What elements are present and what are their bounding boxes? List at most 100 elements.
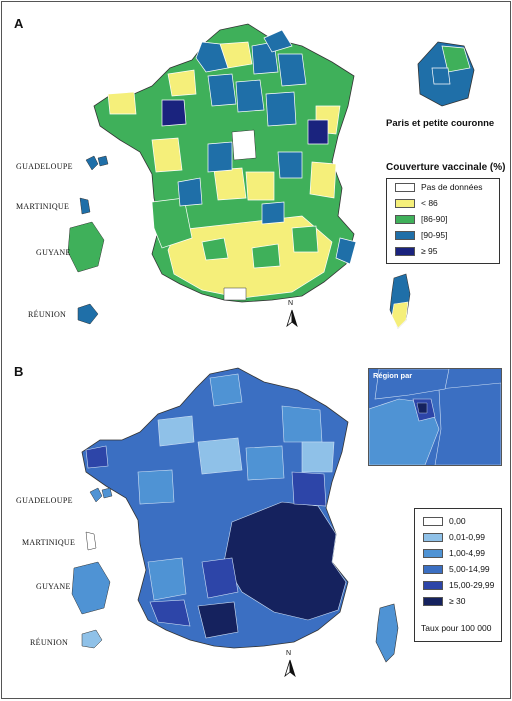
panel-b-region-light-ne <box>301 441 335 473</box>
panel-a-legend-item: [86-90] <box>387 211 499 227</box>
legend-label: 0,00 <box>449 516 466 526</box>
legend-label: [90-95] <box>421 230 448 240</box>
panel-b-region-brittany-dark <box>85 445 109 469</box>
legend-swatch <box>395 230 415 240</box>
panel-a-region-center-yellow <box>213 167 247 201</box>
panel-a-region-blue-12 <box>263 29 293 53</box>
panel-b-label-guyane: GUYANE <box>36 582 71 591</box>
panel-a-region-blue-8 <box>177 177 203 207</box>
legend-swatch <box>395 182 415 192</box>
panel-b-region-light-center2 <box>245 445 285 481</box>
panel-b-legend-item: ≥ 30 <box>415 593 501 609</box>
panel-a-region-south-green-2 <box>251 243 281 269</box>
panel-a-region-brittany-yellow <box>107 91 137 115</box>
panel-b-region-light-west <box>137 469 175 505</box>
panel-a-label-guyane: GUYANE <box>36 248 71 257</box>
panel-b-region-dark-sw <box>197 601 239 639</box>
panel-a-region-normandy-yellow <box>167 69 197 97</box>
panel-a-region-blue-6 <box>265 91 297 127</box>
panel-b-france-map <box>81 367 349 649</box>
panel-a-region-navy-east <box>307 119 329 145</box>
legend-label: Pas de données <box>421 182 483 192</box>
panel-b-region-light-center <box>197 437 243 475</box>
panel-b-inset-title: Région par <box>373 371 413 380</box>
panel-a-label-guadeloupe: GUADELOUPE <box>16 162 73 171</box>
legend-swatch <box>423 596 443 606</box>
panel-a-reunion-shape <box>77 303 99 325</box>
panel-b-north-label: N <box>286 650 292 657</box>
panel-b-legend-note: Taux pour 100 000 <box>421 623 492 633</box>
legend-label: 15,00-29,99 <box>449 580 495 590</box>
legend-label: 5,00-14,99 <box>449 564 490 574</box>
panel-a-region-blue-7 <box>207 141 233 173</box>
panel-a-region-south-green-1 <box>201 237 229 261</box>
panel-b-region-light-nw <box>157 415 195 447</box>
panel-b-legend-item: 15,00-29,99 <box>415 577 501 593</box>
panel-a-guyane-shape <box>67 221 105 273</box>
panel-a-region-southwest-green <box>151 197 193 249</box>
panel-a-label-martinique: MARTINIQUE <box>16 202 70 211</box>
panel-a-region-blue-11 <box>335 237 357 265</box>
panel-a-region-blue-1 <box>195 41 229 73</box>
panel-a-region-alps-yellow <box>309 161 337 199</box>
panel-a-legend-item: [90-95] <box>387 227 499 243</box>
panel-a-legend-title: Couverture vaccinale (%) <box>386 162 506 173</box>
panel-b-guyane-shape <box>71 561 111 615</box>
panel-a-legend-item: ≥ 95 <box>387 243 499 259</box>
panel-a-overseas-maps <box>67 155 109 325</box>
panel-a-region-blue-5 <box>235 79 265 113</box>
legend-label: 1,00-4,99 <box>449 548 485 558</box>
panel-b-label-martinique: MARTINIQUE <box>22 538 76 547</box>
panel-a-north-arrow-icon <box>286 309 298 328</box>
panel-b-region-mid-sw2 <box>149 599 191 627</box>
legend-swatch <box>423 516 443 526</box>
panel-a-region-center2-yellow <box>245 171 275 201</box>
legend-label: [86-90] <box>421 214 448 224</box>
panel-a-legend-item: Pas de données <box>387 179 499 195</box>
panel-b-north-arrow-icon <box>284 659 296 678</box>
panel-a-region-no-data <box>231 129 257 161</box>
panel-b-region-light-north <box>209 373 243 407</box>
panel-a-region-blue-10 <box>277 151 303 179</box>
panel-a-region-no-data-south <box>223 287 247 301</box>
panel-b-legend: 0,00 0,01-0,99 1,00-4,99 5,00-14,99 15,0… <box>414 508 502 642</box>
legend-swatch <box>395 198 415 208</box>
panel-a-letter: A <box>14 16 24 31</box>
legend-swatch <box>423 532 443 542</box>
panel-a-guadeloupe-shape <box>85 155 109 171</box>
panel-b-label-guadeloupe: GUADELOUPE <box>16 496 73 505</box>
legend-swatch <box>423 548 443 558</box>
legend-label: 0,01-0,99 <box>449 532 485 542</box>
legend-swatch <box>423 580 443 590</box>
panel-b-legend-item: 0,01-0,99 <box>415 529 501 545</box>
legend-swatch <box>395 214 415 224</box>
panel-a-label-reunion: RÉUNION <box>28 310 67 319</box>
panel-b-letter: B <box>14 364 24 379</box>
panel-b-label-reunion: RÉUNION <box>30 638 69 647</box>
panel-a-region-blue-9 <box>261 201 285 225</box>
panel-a-martinique-shape <box>79 197 91 215</box>
legend-label: ≥ 95 <box>421 246 438 256</box>
panel-b-overseas-maps <box>71 487 113 649</box>
panel-a-region-west-yellow <box>151 137 183 173</box>
panel-a-corsica-map <box>389 273 411 329</box>
panel-a-legend-item: < 86 <box>387 195 499 211</box>
panel-b-guadeloupe-shape <box>89 487 113 503</box>
panel-b-legend-item: 5,00-14,99 <box>415 561 501 577</box>
panel-a-region-blue-3 <box>277 53 307 87</box>
panel-a-region-south-yellow <box>167 215 333 299</box>
panel-b-inset-map <box>369 369 501 465</box>
panel-b-legend-item: 1,00-4,99 <box>415 545 501 561</box>
panel-a-region-blue-4 <box>207 73 237 107</box>
panel-a-region-navy-brittany-east <box>161 99 187 127</box>
legend-label: ≥ 30 <box>449 596 466 606</box>
panel-b-legend-item: 0,00 <box>415 513 501 529</box>
panel-b-corsica-map <box>375 603 399 663</box>
panel-b-region-mid-south <box>201 557 239 599</box>
panel-a-legend: Pas de données < 86 [86-90] [90-95] ≥ 95 <box>386 178 500 264</box>
panel-a-north-label: N <box>288 300 294 307</box>
panel-b-inset-box: Région par <box>368 368 502 466</box>
panel-b-reunion-shape <box>81 629 103 649</box>
